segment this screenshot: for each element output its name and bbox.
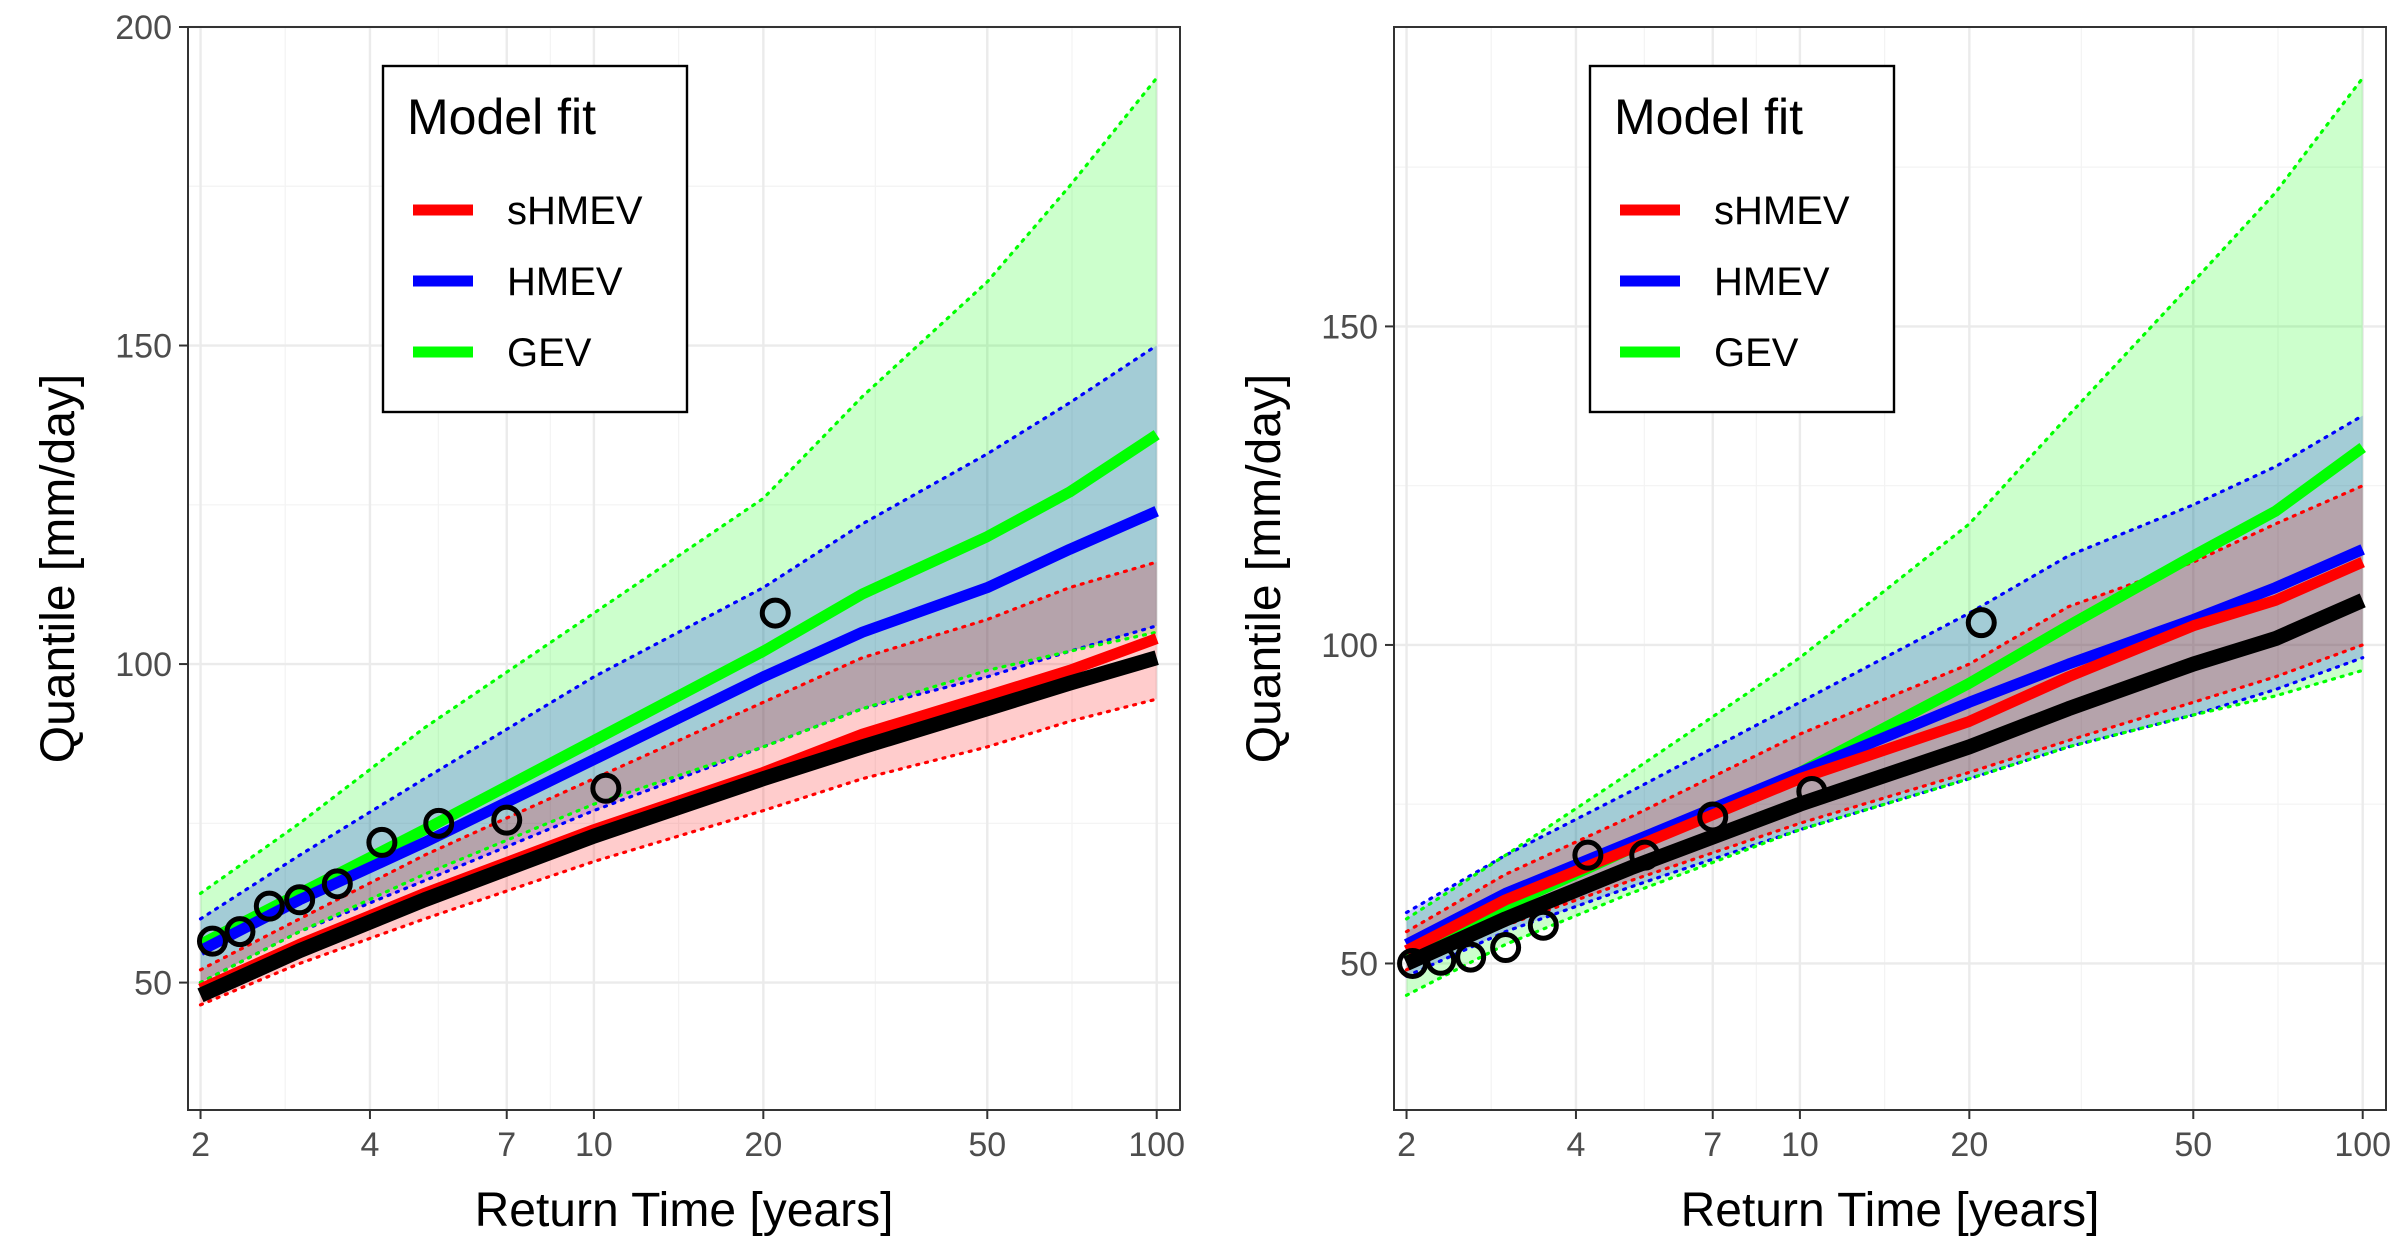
right-y-tick-label: 100 <box>1321 627 1378 665</box>
right-observation-point <box>1572 839 1604 871</box>
right-observation-point <box>1965 607 1997 639</box>
left-plot-area <box>196 76 1160 1007</box>
left-gev-upper-bound <box>198 76 1159 896</box>
left-panel-border <box>187 26 1181 1111</box>
left-x-tick-label: 4 <box>360 1126 379 1164</box>
left-gev-confidence-band <box>200 78 1157 983</box>
left-y-axis-title: Quantile [mm/day] <box>32 374 85 763</box>
left-y-tick-label: 50 <box>134 965 172 1003</box>
left-observation-point <box>284 884 316 916</box>
right-observation-points <box>1397 607 1997 979</box>
left-observation-point <box>491 804 523 836</box>
left-legend-label-shmev: sHMEV <box>507 189 643 233</box>
right-observation-point <box>1796 775 1828 807</box>
right-panel-border <box>1393 26 2387 1111</box>
left-legend-label-hmev: HMEV <box>507 260 623 304</box>
left-observation-point <box>423 807 455 839</box>
right-x-tick-label: 7 <box>1703 1126 1722 1164</box>
left-observation-point <box>590 772 622 804</box>
left-legend-label-gev: GEV <box>507 331 592 375</box>
right-x-tick-label: 10 <box>1781 1126 1819 1164</box>
right-gev-confidence-band <box>1406 78 2363 996</box>
right-y-tick-label: 50 <box>1340 945 1378 983</box>
left-hmev-line <box>197 506 1159 956</box>
right-x-tick-label: 4 <box>1566 1126 1585 1164</box>
left-x-tick-label: 100 <box>1128 1126 1185 1164</box>
left-legend: Model fit sHMEV HMEV GEV <box>381 64 689 414</box>
right-observation-point <box>1697 801 1729 833</box>
left-y-tick-label: 200 <box>115 9 172 47</box>
right-legend-label-hmev: HMEV <box>1714 260 1830 304</box>
left-observation-point <box>224 916 256 948</box>
right-x-tick-label: 50 <box>2174 1126 2212 1164</box>
right-observation-point <box>1490 932 1522 964</box>
right-legend-label-shmev: sHMEV <box>1714 189 1850 233</box>
left-observation-points <box>196 597 791 957</box>
left-observation-point <box>196 925 228 957</box>
left-observation-point <box>321 868 353 900</box>
right-plot-area <box>1397 76 2366 997</box>
left-x-tick-label: 50 <box>968 1126 1006 1164</box>
right-legend-title: Model fit <box>1614 89 1803 145</box>
left-y-tick-label: 150 <box>115 328 172 366</box>
right-observation-point <box>1629 839 1661 871</box>
left-gev-lower-bound <box>198 630 1159 985</box>
left-x-tick-label: 7 <box>497 1126 516 1164</box>
right-chart-panel: 50 100 150 2 4 7 10 20 50 100 Return Time [years] Q… <box>1238 26 2391 1237</box>
left-x-tick-label: 10 <box>575 1126 613 1164</box>
right-shmev-upper-bound <box>1404 484 2365 934</box>
left-observed-line <box>197 650 1159 1003</box>
right-y-tick-label: 150 <box>1321 308 1378 346</box>
right-observed-line <box>1403 593 2366 971</box>
left-x-tick-label: 20 <box>744 1126 782 1164</box>
left-observation-point <box>366 826 398 858</box>
right-shmev-line <box>1403 557 2365 956</box>
left-x-tick-label: 2 <box>191 1126 210 1164</box>
right-y-axis-title: Quantile [mm/day] <box>1238 374 1291 763</box>
right-x-tick-label: 100 <box>2334 1126 2391 1164</box>
right-gev-upper-bound <box>1404 76 2365 921</box>
left-shmev-lower-bound <box>198 697 1159 1007</box>
left-chart-panel: 50 100 150 200 2 4 7 10 20 50 100 Return Time [year… <box>32 9 1185 1237</box>
left-y-tick-label: 100 <box>115 646 172 684</box>
left-axes: 50 100 150 200 2 4 7 10 20 50 100 <box>115 9 1185 1164</box>
left-observation-point <box>759 597 791 629</box>
right-x-axis-title: Return Time [years] <box>1681 1184 2100 1237</box>
left-shmev-upper-bound <box>198 560 1159 972</box>
right-legend: Model fit sHMEV HMEV GEV <box>1588 64 1896 414</box>
right-gev-lower-bound <box>1404 668 2365 997</box>
right-observation-point <box>1425 944 1457 976</box>
right-x-tick-label: 20 <box>1950 1126 1988 1164</box>
right-axes: 50 100 150 2 4 7 10 20 50 100 <box>1321 308 2391 1164</box>
left-x-axis-title: Return Time [years] <box>475 1184 894 1237</box>
right-hmev-line <box>1403 544 2365 950</box>
right-legend-label-gev: GEV <box>1714 331 1799 375</box>
left-legend-title: Model fit <box>407 89 596 145</box>
right-x-tick-label: 2 <box>1397 1126 1416 1164</box>
right-observation-point <box>1455 941 1487 973</box>
left-observation-point <box>253 890 285 922</box>
right-observation-point <box>1527 909 1559 941</box>
